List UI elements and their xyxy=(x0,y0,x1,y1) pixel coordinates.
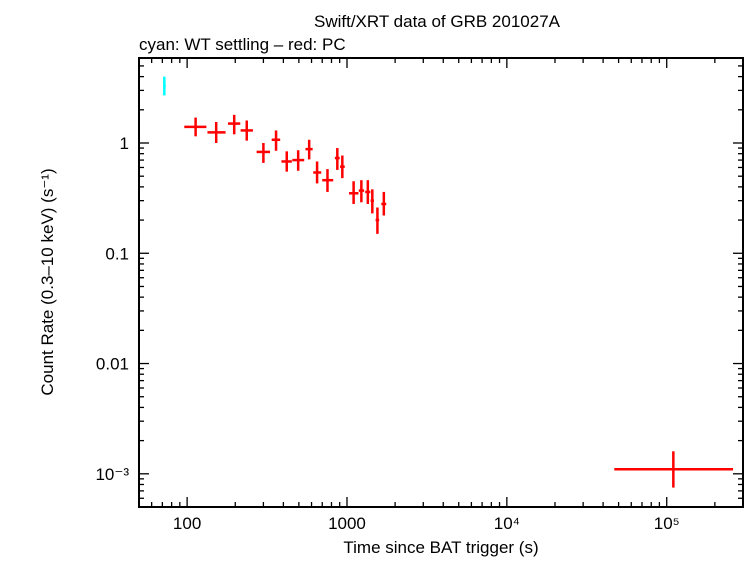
data-point xyxy=(340,155,345,179)
y-axis-label: Count Rate (0.3–10 keV) (s⁻¹) xyxy=(38,168,57,395)
x-tick-label: 1000 xyxy=(328,514,366,533)
x-tick-label: 10⁵ xyxy=(654,514,680,533)
data-point xyxy=(322,169,334,192)
data-point xyxy=(358,180,365,203)
data-point xyxy=(207,122,226,144)
data-point xyxy=(227,114,241,135)
y-tick-label: 0.01 xyxy=(96,355,129,374)
data-point xyxy=(292,150,305,171)
y-tick-label: 10⁻³ xyxy=(95,465,129,484)
data-point xyxy=(334,148,340,170)
data-point xyxy=(313,161,322,184)
data-point xyxy=(163,76,166,96)
data-points xyxy=(163,76,734,488)
plot-frame xyxy=(138,57,744,508)
chart-title: Swift/XRT data of GRB 201027A xyxy=(314,12,561,31)
data-point xyxy=(349,181,359,204)
data-point xyxy=(281,151,292,172)
data-point xyxy=(256,143,271,163)
x-tick-label: 10⁴ xyxy=(494,514,520,533)
data-point xyxy=(305,139,313,160)
axis-tick-labels: 100 1000 10⁴ 10⁵ 10⁻³ 0.01 0.1 1 xyxy=(95,134,679,533)
series-pc xyxy=(184,114,734,488)
x-tick-label: 100 xyxy=(173,514,201,533)
data-point xyxy=(271,130,281,151)
chart-subtitle: cyan: WT settling – red: PC xyxy=(139,35,346,54)
series-wt-settling xyxy=(163,76,166,96)
data-point xyxy=(370,189,374,214)
axis-ticks xyxy=(138,58,744,508)
data-point xyxy=(381,191,387,216)
data-point xyxy=(375,207,380,234)
data-point xyxy=(365,180,371,204)
y-tick-label: 0.1 xyxy=(105,244,129,263)
y-tick-label: 1 xyxy=(120,134,129,153)
data-point xyxy=(240,120,253,141)
data-point xyxy=(184,117,207,137)
data-point xyxy=(614,451,734,488)
x-axis-label: Time since BAT trigger (s) xyxy=(343,538,538,557)
